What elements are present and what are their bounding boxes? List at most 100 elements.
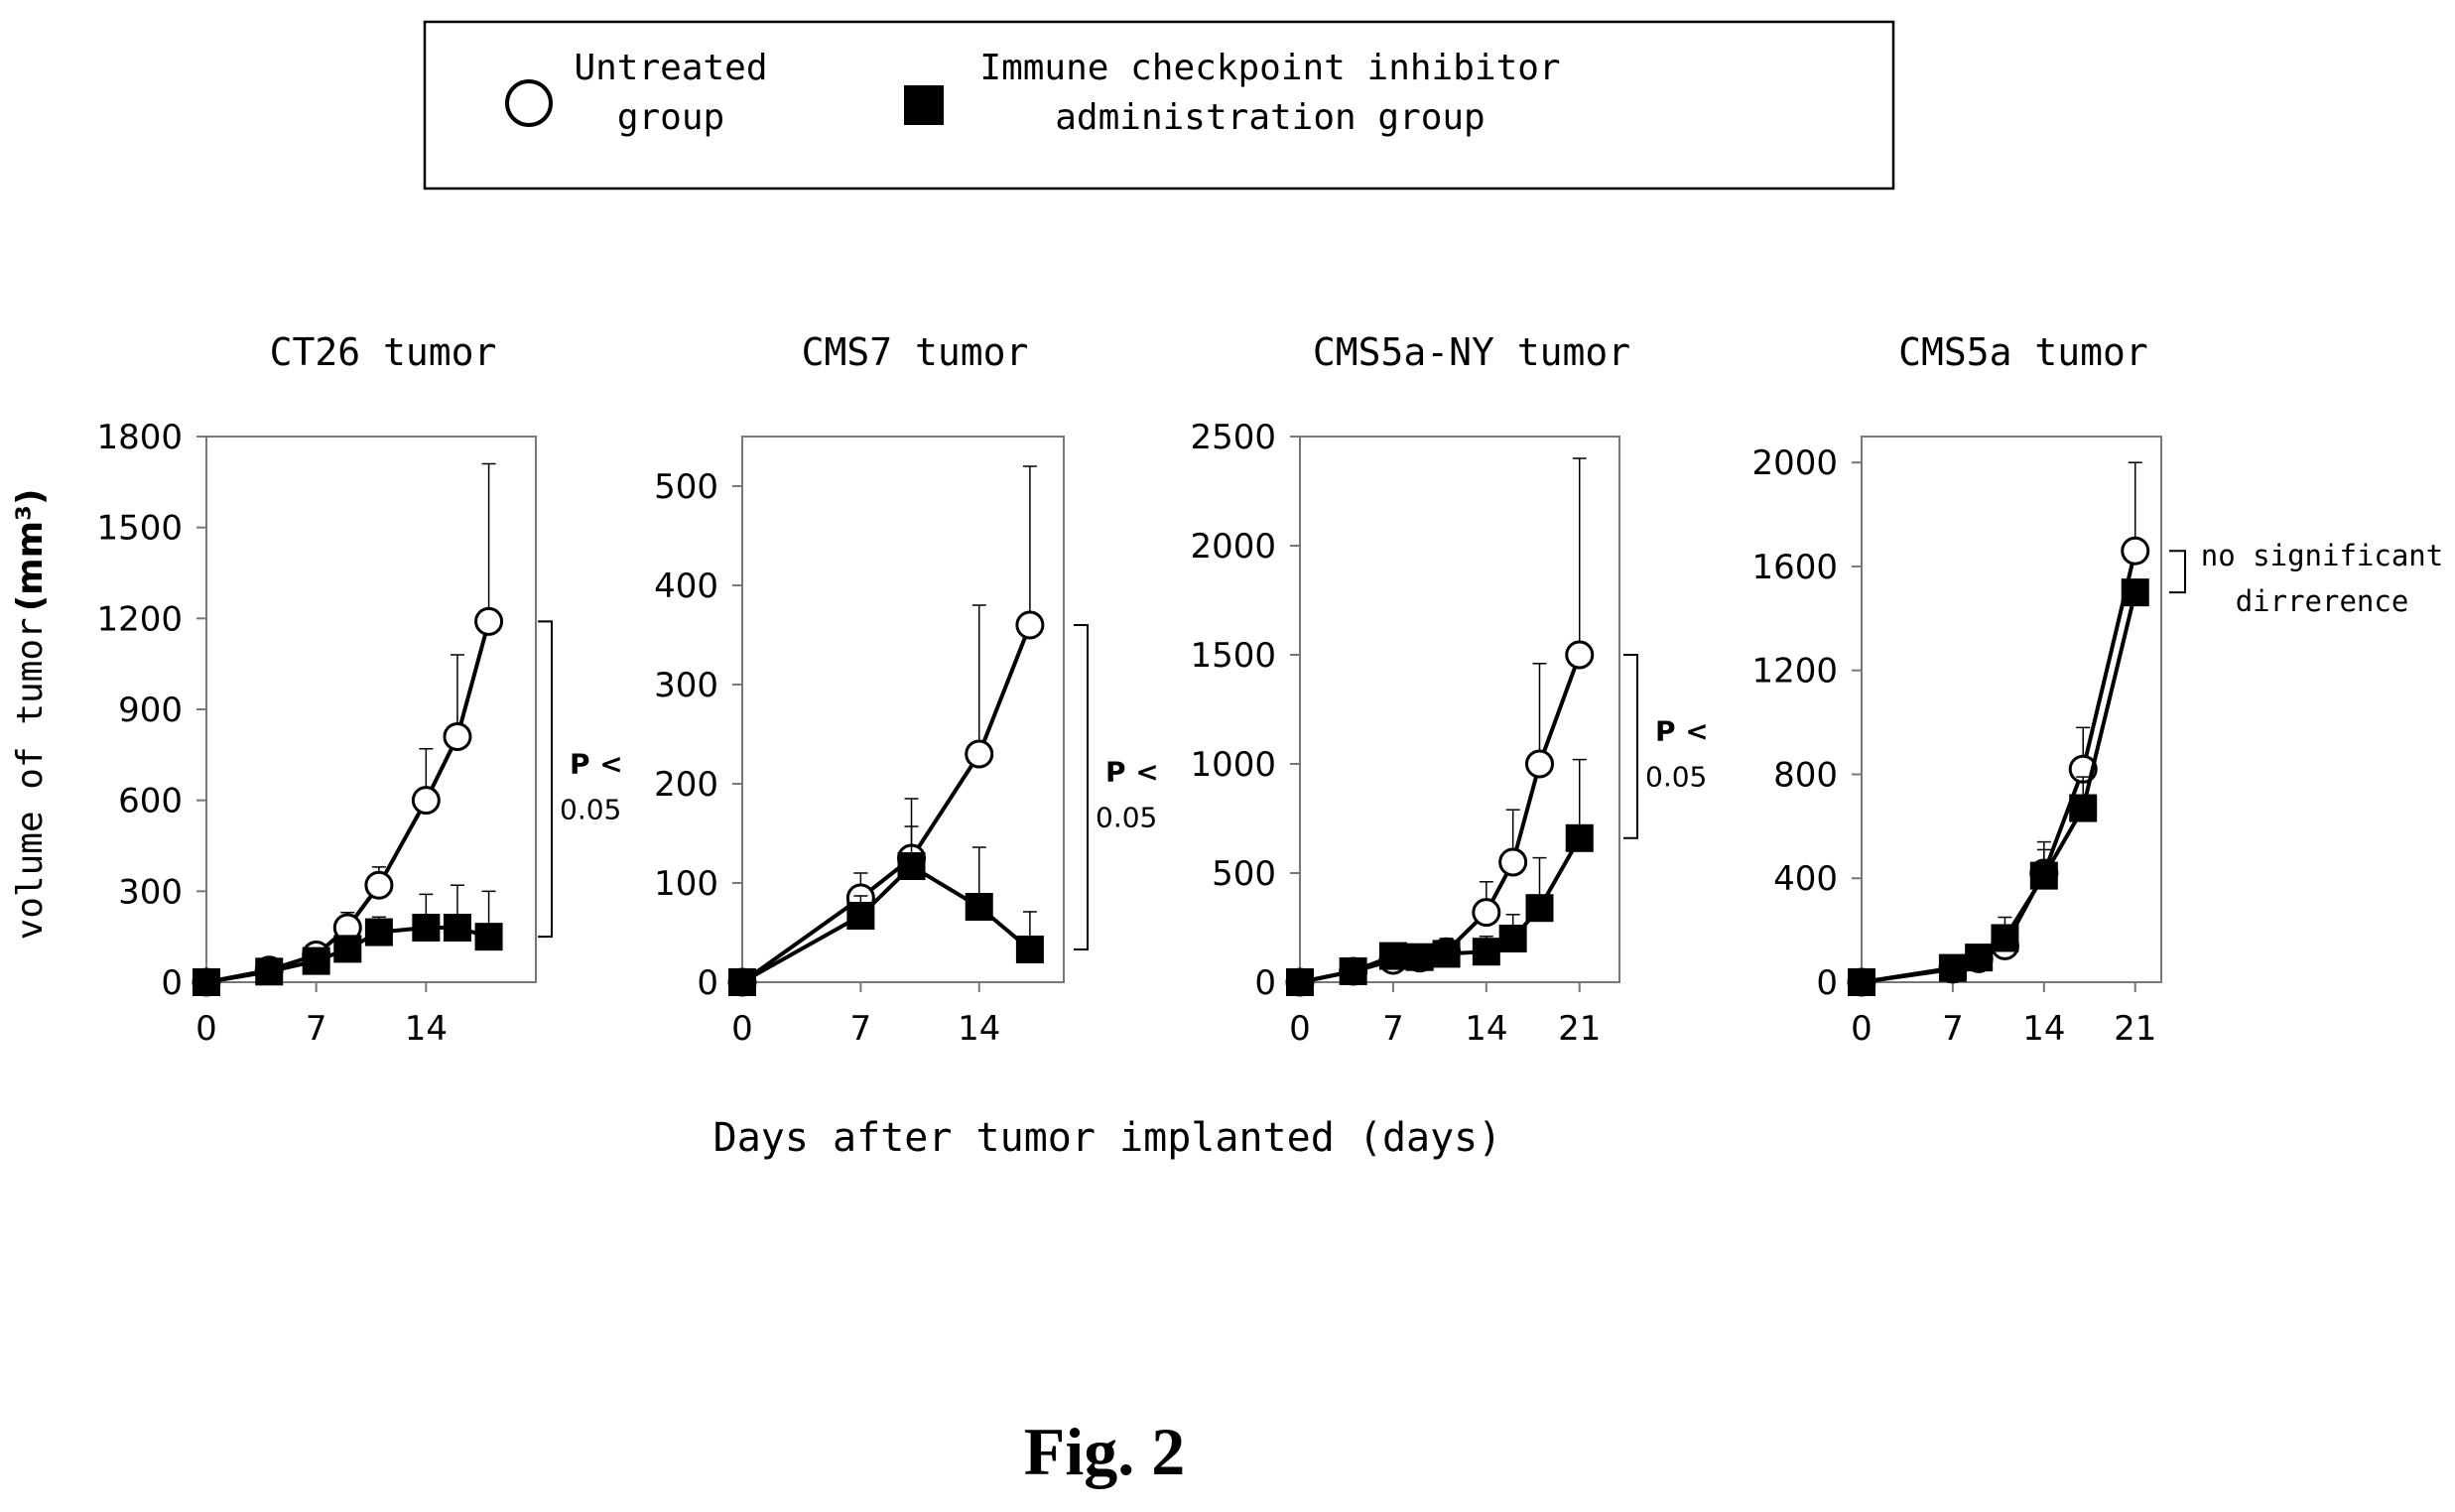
y-tick-label: 900: [118, 691, 183, 730]
data-point-square: [364, 918, 393, 946]
y-tick-label: 1800: [96, 418, 183, 457]
chart-panel-2: CMS7 tumor 0 100 200 300 400 500 0 7 14 P < 0.05: [654, 330, 1159, 1049]
x-tick-label: 0: [1851, 1009, 1873, 1049]
series-line: [1299, 654, 1582, 984]
series-line: [1861, 591, 2137, 984]
y-tick-label: 2000: [1751, 443, 1838, 483]
significance-bracket: [538, 620, 553, 939]
y-tick-label: 400: [1773, 859, 1838, 899]
series-treated: [1286, 758, 1594, 996]
significance-label-line2: 0.05: [1096, 802, 1157, 834]
data-point-circle: [1015, 610, 1045, 640]
x-tick-label: 14: [2022, 1009, 2065, 1049]
y-tick-label: 1500: [1190, 636, 1276, 676]
x-tick-label: 14: [405, 1009, 448, 1049]
legend-label-untreated-line2: group: [617, 97, 724, 138]
significance-bracket: [2169, 550, 2186, 594]
data-point-circle: [1472, 898, 1501, 928]
legend-label-treated-line1: Immune checkpoint inhibitor: [979, 48, 1560, 88]
chart-panel-1: CT26 tumor 0 300 600 900 1200 1500 1800 0 7 14 P < 0…: [96, 330, 622, 1049]
data-point-square: [1378, 942, 1407, 970]
x-tick-label: 7: [1942, 1009, 1964, 1049]
x-tick-label: 0: [1289, 1009, 1311, 1049]
data-point-square: [1432, 940, 1461, 968]
chart-panel-4: CMS5a tumor 0 400 800 1200 1600 2000 0 7 14 21 no s…: [1751, 330, 2443, 1049]
series-line: [740, 624, 1032, 984]
data-point-square: [965, 893, 993, 921]
data-point-square: [333, 935, 362, 963]
significance-label-line1: P <: [1105, 756, 1159, 789]
plot-frame: [1861, 436, 2162, 983]
y-tick-label: 300: [118, 872, 183, 912]
data-point-square: [728, 968, 756, 996]
data-point-circle: [2121, 536, 2150, 566]
data-point-square: [1938, 953, 1967, 982]
data-point-square: [1565, 823, 1594, 852]
plot-frame: [205, 436, 537, 983]
y-axis-label: volume of tumor (mm³): [10, 489, 51, 941]
plot-frame: [741, 436, 1065, 983]
data-point-circle: [474, 606, 504, 636]
legend: Untreated group Immune checkpoint inhibi…: [423, 20, 1895, 190]
data-point-circle: [965, 739, 994, 769]
data-point-square: [1339, 957, 1367, 985]
series-treated: [728, 825, 1044, 996]
x-tick-label: 21: [1558, 1009, 1601, 1049]
figure-label: Fig. 2: [1024, 1414, 1185, 1489]
significance-label-line1: P <: [570, 747, 623, 780]
data-point-square: [2069, 794, 2098, 822]
data-point-square: [1991, 924, 2019, 952]
significance-label-line1: no significant: [2201, 539, 2443, 572]
y-tick-label: 0: [1254, 963, 1276, 1003]
data-point-square: [193, 968, 220, 996]
data-point-square: [897, 852, 926, 880]
y-tick-label: 1600: [1751, 548, 1838, 587]
data-point-square: [2121, 578, 2149, 607]
data-point-square: [443, 914, 471, 942]
y-tick-label: 0: [161, 963, 183, 1003]
x-tick-label: 0: [731, 1009, 753, 1049]
chart-title: CMS7 tumor: [802, 330, 1029, 374]
data-point-square: [1848, 968, 1875, 996]
x-tick-label: 21: [2114, 1009, 2156, 1049]
data-point-circle: [443, 722, 472, 751]
x-tick-label: 7: [306, 1009, 327, 1049]
data-point-square: [1965, 944, 1994, 972]
data-point-circle: [1498, 847, 1528, 877]
chart-panels: CT26 tumor 0 300 600 900 1200 1500 1800 0 7 14 P < 0…: [96, 330, 2443, 1049]
y-tick-label: 1200: [1751, 652, 1838, 692]
y-tick-label: 500: [654, 467, 718, 507]
legend-label-treated-line2: administration group: [1055, 97, 1485, 138]
y-tick-label: 400: [654, 567, 718, 606]
y-axis-unit: (mm³): [10, 489, 51, 612]
legend-marker-untreated: [505, 79, 553, 127]
x-axis-label: Days after tumor implanted (days): [713, 1115, 1502, 1161]
series-treated: [1848, 578, 2149, 996]
y-tick-label: 100: [654, 864, 718, 904]
data-point-square: [474, 923, 503, 951]
data-point-square: [2029, 861, 2058, 890]
data-point-circle: [364, 870, 394, 900]
significance-label-line1: P <: [1655, 714, 1709, 747]
series-untreated: [727, 465, 1045, 997]
x-tick-label: 7: [1382, 1009, 1404, 1049]
svg-text:volume of tumor(mm³): volume of tumor (mm³): [10, 489, 51, 941]
data-point-circle: [1525, 749, 1554, 779]
data-point-square: [302, 946, 330, 975]
data-point-square: [1525, 894, 1554, 923]
data-point-square: [1015, 936, 1044, 963]
data-point-square: [1498, 925, 1527, 952]
data-point-circle: [411, 786, 441, 816]
y-tick-label: 1500: [96, 509, 183, 549]
legend-label-untreated-line1: Untreated: [574, 48, 767, 88]
y-tick-label: 0: [697, 963, 718, 1003]
y-tick-label: 300: [654, 666, 718, 705]
chart-panel-3: CMS5a-NY tumor 0 500 1000 1500 2000 2500 0 7 14 21…: [1190, 330, 1708, 1049]
y-axis-label-text: volume of tumor: [10, 617, 51, 940]
y-tick-label: 800: [1773, 755, 1838, 795]
y-tick-label: 0: [1816, 963, 1838, 1003]
data-point-square: [255, 957, 284, 986]
y-tick-label: 600: [118, 782, 183, 821]
series-treated: [193, 884, 503, 996]
significance-label-line2: 0.05: [560, 793, 621, 825]
